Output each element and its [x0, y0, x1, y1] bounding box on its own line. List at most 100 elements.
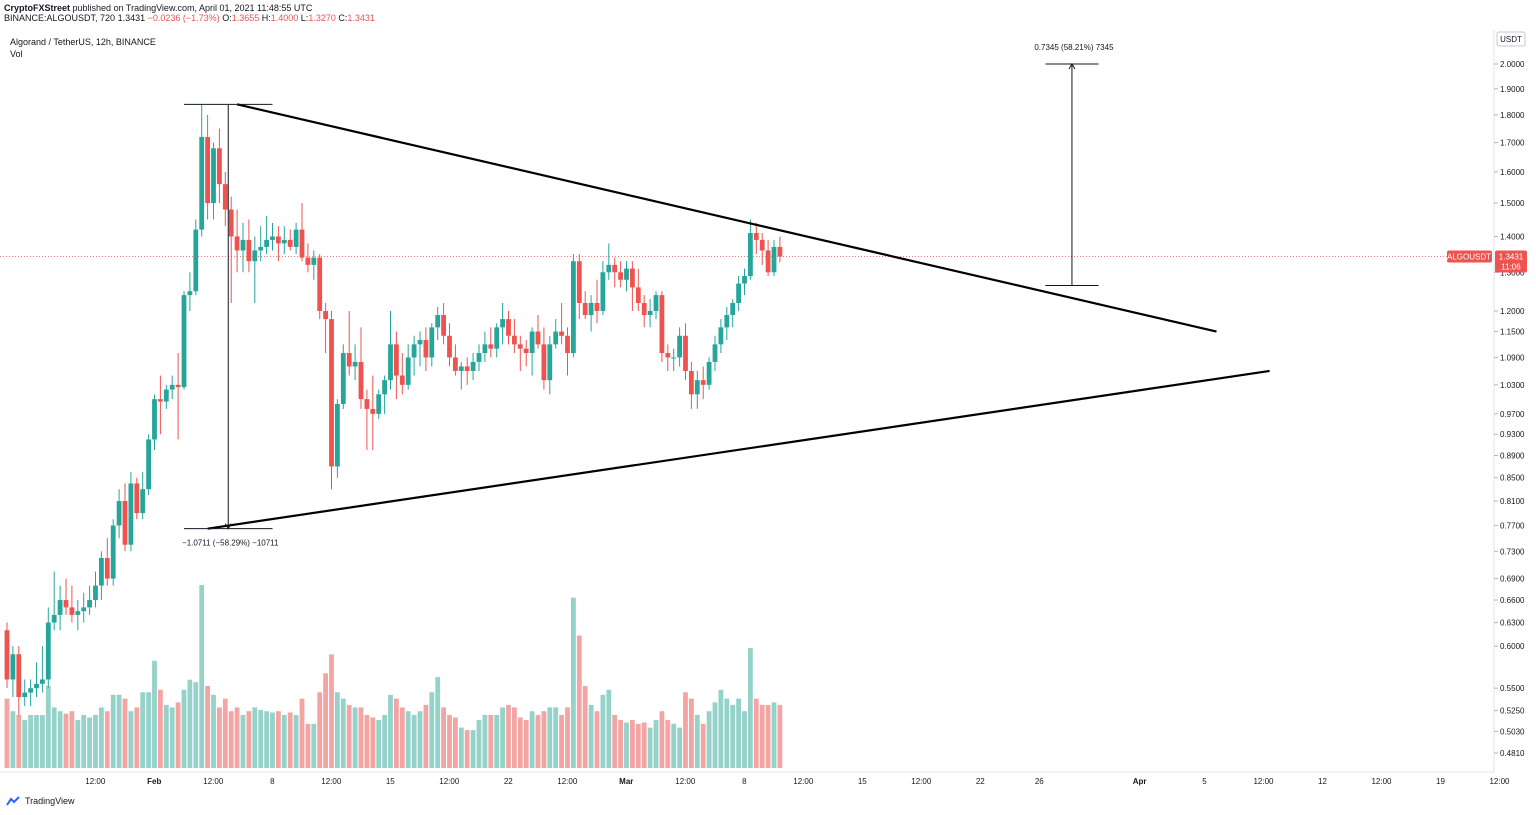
volume-bar [104, 711, 110, 768]
candle-body [317, 257, 323, 311]
volume-bar [500, 707, 505, 768]
symbol-info-bar: BINANCE:ALGOUSDT, 720 1.3431 −0.0236 (−1… [4, 13, 375, 23]
volume-bar [677, 727, 682, 768]
volume-bar [606, 689, 612, 768]
open-label: O: [222, 13, 232, 23]
volume-bar [228, 711, 234, 768]
price-tick-label: 0.6900 [1500, 575, 1525, 584]
volume-bar [34, 714, 39, 768]
candle-body [771, 246, 777, 273]
candle-body [606, 264, 612, 273]
volume-bar [423, 704, 429, 768]
volume-bar [370, 717, 376, 768]
candle-body [470, 361, 476, 371]
volume-bar [110, 694, 116, 768]
time-tick-label: 22 [976, 777, 985, 786]
candle-body [399, 375, 405, 385]
candle-body [447, 335, 452, 358]
high-value: 1.4000 [270, 13, 299, 23]
price-tick-label: 1.6000 [1500, 168, 1525, 177]
price-tick-label: 1.0300 [1500, 381, 1525, 390]
volume-bar [175, 702, 181, 768]
time-tick-label: 12:00 [1489, 777, 1510, 786]
candle-body [45, 622, 51, 680]
volume-bar [93, 714, 98, 768]
close-label: C: [338, 13, 348, 23]
volume-bar [69, 711, 75, 768]
candle-body [394, 344, 399, 376]
price-tick-label: 0.9700 [1500, 410, 1525, 419]
candle-body [228, 209, 234, 237]
candle-body [417, 340, 423, 345]
volume-bar [217, 707, 222, 768]
volume-bar [724, 698, 730, 768]
volume-bar [40, 714, 45, 768]
open-value: 1.3655 [231, 13, 260, 23]
volume-bar [181, 689, 187, 768]
volume-bar [122, 698, 128, 768]
volume-bar [246, 711, 252, 768]
volume-bar [376, 720, 382, 768]
candle-body [264, 239, 269, 247]
candle-body [535, 331, 541, 345]
price-tick-label: 0.7300 [1500, 547, 1525, 556]
pole-measure-label: −1.0711 (−58.29%) −10711 [182, 539, 279, 548]
volume-bar [482, 714, 488, 768]
candle-body [523, 348, 529, 354]
volume-bar [417, 711, 423, 768]
time-tick-label: 12:00 [793, 777, 814, 786]
candle-body [529, 331, 535, 354]
volume-bar [87, 717, 92, 768]
candle-body [730, 302, 736, 316]
volume-bar [346, 704, 352, 768]
candle-body [329, 319, 334, 467]
candle-body [163, 389, 169, 402]
volume-bar [258, 709, 264, 768]
upper-trendline [236, 103, 1217, 333]
time-tick-label: 12 [1318, 777, 1327, 786]
candle-body [299, 229, 305, 258]
chart-legend: Algorand / TetherUS, 12h, BINANCE Vol [10, 36, 156, 60]
volume-bar [765, 704, 771, 768]
candle-body [765, 250, 771, 273]
candle-body [594, 302, 600, 311]
volume-bar [116, 694, 122, 768]
volume-bar [199, 585, 205, 768]
candle-body [671, 357, 677, 359]
volume-bar [287, 712, 293, 768]
candle-body [287, 239, 293, 247]
candle-body [453, 357, 458, 371]
volume-bar [464, 730, 470, 768]
candle-body [665, 353, 671, 358]
candle-body [146, 439, 151, 490]
candle-body [618, 272, 623, 280]
candle-body [281, 239, 287, 244]
price-tick-label: 0.6000 [1500, 642, 1525, 651]
current-price: 1.3431 [117, 13, 146, 23]
price-tick-label: 0.8500 [1500, 474, 1525, 483]
candle-body [476, 353, 482, 362]
volume-bar [694, 714, 700, 768]
footer: TradingView [6, 796, 75, 806]
candle-body [641, 302, 647, 316]
volume-bar [470, 730, 476, 768]
candle-body [500, 319, 505, 328]
candle-body [376, 394, 382, 414]
candle-body [305, 257, 311, 265]
candle-body [712, 344, 718, 362]
candle-body [565, 335, 570, 354]
candle-body [104, 557, 110, 579]
candle-body [258, 246, 264, 251]
volume-bar [494, 714, 500, 768]
price-tick-label: 0.8100 [1500, 497, 1525, 506]
close-value: 1.3431 [347, 13, 375, 23]
candle-body [777, 246, 783, 257]
volume-bar [4, 698, 10, 768]
volume-bar [712, 702, 718, 768]
volume-bar [706, 711, 712, 768]
high-label: H: [261, 13, 271, 23]
candle-body [494, 327, 500, 349]
volume-bar [140, 692, 146, 768]
volume-bar [128, 711, 134, 768]
